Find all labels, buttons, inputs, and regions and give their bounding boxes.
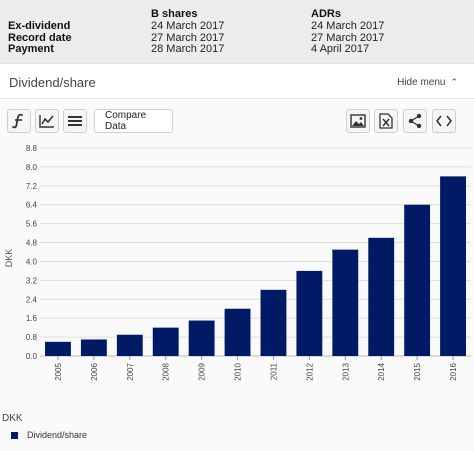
legend-series-name: Dividend/share: [27, 430, 88, 440]
column-header-b-shares: B shares: [151, 8, 198, 20]
row-label-ex-dividend: Ex-dividend: [8, 20, 71, 32]
x-tick-label: 2005: [54, 362, 63, 380]
x-tick-label: 2006: [90, 362, 99, 380]
share-button[interactable]: [403, 109, 427, 133]
dividend-dates-table: B shares ADRs Ex-dividend 24 March 2017 …: [0, 0, 474, 63]
y-tick-label: 3.2: [26, 276, 38, 285]
legend-unit-label: DKK: [2, 413, 23, 424]
chevron-up-icon: ⌃: [450, 77, 458, 87]
y-tick-label: 5.6: [26, 220, 38, 229]
y-tick-label: 0.8: [26, 333, 38, 342]
excel-export-icon: [379, 113, 393, 129]
x-tick-label: 2011: [269, 362, 278, 380]
legend-item-dividend-share[interactable]: Dividend/share: [11, 430, 87, 440]
row-label-record-date: Record date: [8, 32, 72, 44]
panel-title: Dividend/share: [9, 75, 96, 90]
image-export-button[interactable]: [346, 109, 370, 133]
dividend-bar-chart: 0.0 0.8 1.6 2.4 3.2 4.0 4.8 5.6 6.4 7.2 8.0 8.8 200…: [0, 140, 474, 415]
bar-2012[interactable]: [296, 270, 323, 356]
x-tick-label: 2009: [198, 362, 207, 380]
bar-2005[interactable]: [45, 341, 71, 356]
payment-b-shares: 28 March 2017: [151, 43, 225, 55]
excel-export-button[interactable]: [374, 109, 398, 133]
x-tick-label: 2007: [126, 362, 135, 380]
y-tick-label: 1.6: [26, 314, 38, 323]
x-axis-ticks: 2005 2006 2007 2008 2009 2010 2011 2012 2013 2014…: [54, 356, 458, 381]
y-tick-label: 4.8: [26, 239, 38, 248]
column-header-adrs: ADRs: [311, 8, 341, 20]
bar-2008[interactable]: [152, 327, 179, 356]
embed-code-icon: [436, 115, 452, 127]
fundamentals-icon: [12, 113, 26, 129]
x-tick-label: 2010: [234, 362, 243, 380]
x-tick-label: 2008: [162, 362, 171, 380]
y-tick-label: 2.4: [26, 295, 38, 304]
hide-menu-toggle[interactable]: Hide menu ⌃: [397, 77, 458, 88]
embed-code-button[interactable]: [432, 109, 456, 133]
y-axis-label: DKK: [4, 249, 14, 268]
y-tick-label: 8.8: [26, 144, 38, 153]
hide-menu-label: Hide menu: [397, 77, 446, 88]
bar-2016[interactable]: [440, 176, 466, 356]
x-tick-label: 2013: [341, 362, 350, 380]
y-tick-label: 0.0: [26, 352, 38, 361]
table-view-button[interactable]: [63, 109, 87, 133]
bar-2013[interactable]: [332, 249, 359, 356]
bar-2010[interactable]: [224, 308, 251, 356]
record-date-b-shares: 27 March 2017: [151, 32, 225, 44]
panel-header: Dividend/share Hide menu ⌃: [0, 63, 474, 99]
image-export-icon: [350, 114, 366, 128]
payment-adrs: 4 April 2017: [311, 43, 370, 55]
bar-2014[interactable]: [368, 237, 395, 356]
y-tick-label: 8.0: [26, 163, 38, 172]
y-tick-label: 6.4: [26, 201, 38, 210]
bar-2009[interactable]: [188, 320, 215, 356]
compare-data-button[interactable]: Compare Data: [94, 109, 173, 133]
chart-grid: [40, 147, 471, 357]
record-date-adrs: 27 March 2017: [311, 32, 385, 44]
x-tick-label: 2014: [377, 362, 386, 380]
fundamentals-button[interactable]: [7, 109, 31, 133]
chart-bars: [45, 176, 466, 356]
bar-2015[interactable]: [404, 204, 431, 356]
legend-swatch: [11, 431, 18, 439]
y-tick-label: 4.0: [26, 257, 38, 266]
dividend-chart-panel: Dividend/share Hide menu ⌃ Compare Data: [0, 63, 474, 451]
share-icon: [407, 113, 423, 129]
line-chart-button[interactable]: [35, 109, 59, 133]
y-axis-ticks: 0.0 0.8 1.6 2.4 3.2 4.0 4.8 5.6 6.4 7.2 8.0 8.8: [26, 144, 38, 361]
ex-dividend-adrs: 24 March 2017: [311, 20, 385, 32]
bar-2011[interactable]: [260, 289, 287, 356]
table-view-icon: [68, 115, 82, 127]
chart-canvas: 0.0 0.8 1.6 2.4 3.2 4.0 4.8 5.6 6.4 7.2 8.0 8.8 200…: [4, 144, 471, 381]
x-tick-label: 2016: [449, 362, 458, 380]
y-tick-label: 7.2: [26, 182, 38, 191]
row-label-payment: Payment: [8, 43, 54, 55]
bar-2006[interactable]: [80, 339, 107, 356]
x-tick-label: 2015: [413, 362, 422, 380]
ex-dividend-b-shares: 24 March 2017: [151, 20, 225, 32]
line-chart-icon: [39, 114, 55, 128]
x-tick-label: 2012: [305, 362, 314, 380]
bar-2007[interactable]: [116, 334, 143, 356]
